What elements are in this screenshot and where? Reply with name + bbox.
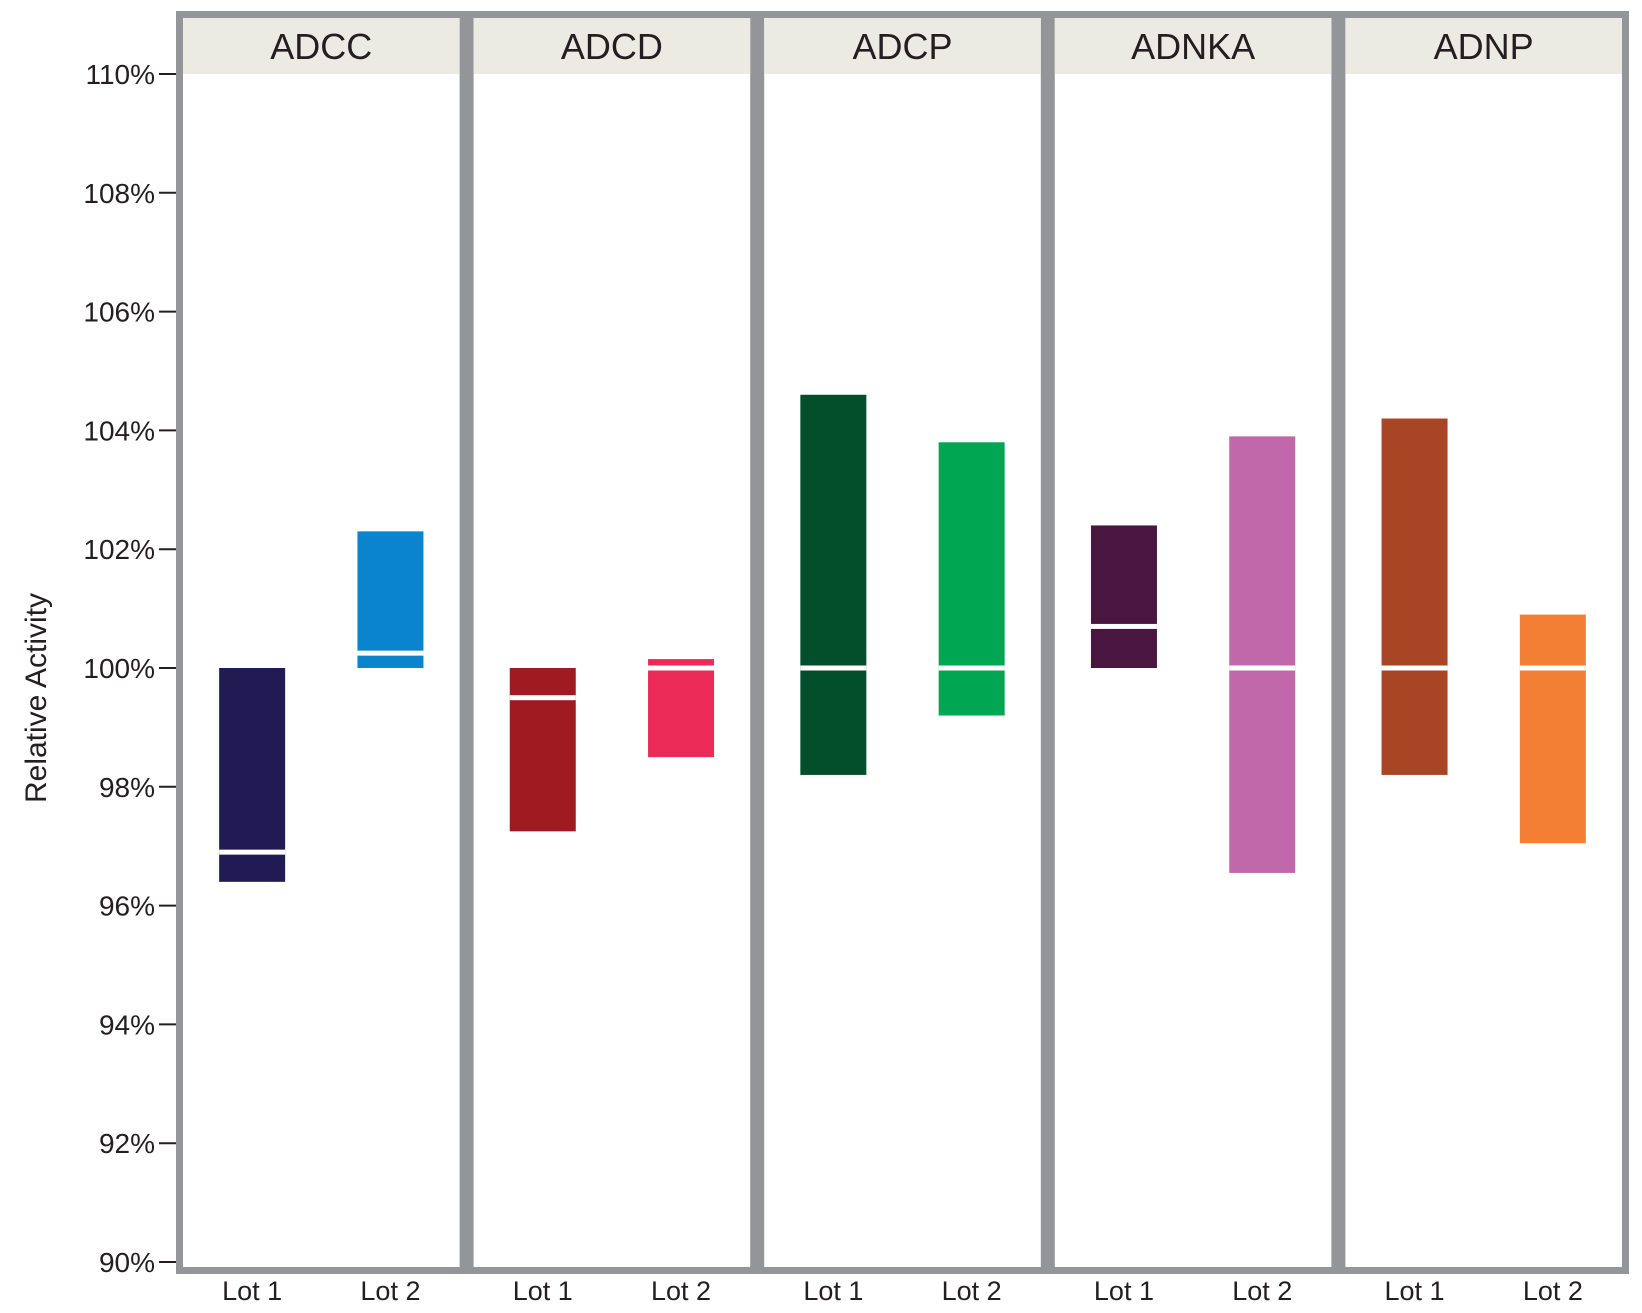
y-tick-label: 96% [99, 891, 155, 922]
range-bar [219, 668, 286, 882]
y-tick-label: 102% [83, 534, 155, 565]
x-tick-label: Lot 2 [942, 1276, 1002, 1306]
median-line [1381, 665, 1448, 671]
median-line [800, 665, 867, 671]
range-bar-adnka-lot-1: Lot 1 [1090, 525, 1157, 1306]
range-bar-adcd-lot-1: Lot 1 [509, 668, 576, 1306]
panel-title: ADNP [1434, 26, 1534, 67]
range-bar-adcd-lot-2: Lot 2 [648, 659, 715, 1306]
median-line [938, 665, 1005, 671]
range-bar [938, 442, 1005, 716]
range-bar-adcc-lot-1: Lot 1 [219, 668, 286, 1306]
x-tick-label: Lot 2 [651, 1276, 711, 1306]
bars-layer: Lot 1 Lot 2 Lot 1 Lot 2 Lot 1 Lot 2 Lot 1 Lot 2… [219, 394, 1586, 1306]
range-bar-adnp-lot-2: Lot 2 [1519, 614, 1586, 1306]
panel-background [473, 18, 751, 1267]
range-bar-adnp-lot-1: Lot 1 [1381, 418, 1448, 1306]
y-tick-label: 110% [85, 59, 155, 90]
range-bar [648, 659, 715, 758]
y-tick-label: 100% [83, 653, 155, 684]
y-tick-label: 94% [99, 1009, 155, 1040]
median-line [1519, 665, 1586, 671]
panel-title: ADCC [270, 26, 372, 67]
panel-strip [764, 18, 1041, 74]
panel-strip [473, 18, 751, 74]
range-bar-adcc-lot-2: Lot 2 [357, 531, 424, 1306]
y-tick-label: 98% [99, 772, 155, 803]
x-tick-label: Lot 1 [513, 1276, 573, 1306]
range-bar-adcp-lot-1: Lot 1 [800, 394, 867, 1306]
median-line [1090, 623, 1157, 629]
range-bar [800, 394, 867, 775]
range-bar [1090, 525, 1157, 668]
x-tick-label: Lot 2 [360, 1276, 420, 1306]
median-line [648, 665, 715, 671]
range-bar-adnka-lot-2: Lot 2 [1229, 436, 1296, 1306]
range-bar [1229, 436, 1296, 873]
y-axis-label: Relative Activity [20, 593, 53, 803]
y-tick-label: 90% [99, 1247, 155, 1278]
y-tick-label: 92% [99, 1128, 155, 1159]
range-bar [509, 668, 576, 832]
x-tick-label: Lot 1 [1385, 1276, 1445, 1306]
panel-strip [1345, 18, 1622, 74]
panel-title: ADNKA [1131, 26, 1255, 67]
panel-title: ADCP [852, 26, 952, 67]
panel-strip [183, 18, 460, 74]
range-bar [1381, 418, 1448, 775]
median-line [219, 849, 286, 855]
median-line [1229, 665, 1296, 671]
y-tick-label: 104% [83, 415, 155, 446]
x-tick-label: Lot 2 [1523, 1276, 1583, 1306]
panel-strip [1054, 18, 1332, 74]
x-tick-label: Lot 2 [1232, 1276, 1292, 1306]
median-line [509, 695, 576, 701]
x-tick-label: Lot 1 [1094, 1276, 1154, 1306]
median-line [357, 650, 424, 656]
range-bar-adcp-lot-2: Lot 2 [938, 442, 1005, 1306]
panel-adcd: ADCD [473, 18, 751, 1267]
range-bar [1519, 614, 1586, 844]
y-axis: 90% 92% 94% 96% 98% 100% 102% 104% 106% 108% 110% [83, 59, 176, 1278]
range-bar [357, 531, 424, 668]
x-tick-label: Lot 1 [803, 1276, 863, 1306]
y-tick-label: 108% [83, 178, 155, 209]
panel-title: ADCD [561, 26, 663, 67]
x-tick-label: Lot 1 [222, 1276, 282, 1306]
y-tick-label: 106% [83, 297, 155, 328]
